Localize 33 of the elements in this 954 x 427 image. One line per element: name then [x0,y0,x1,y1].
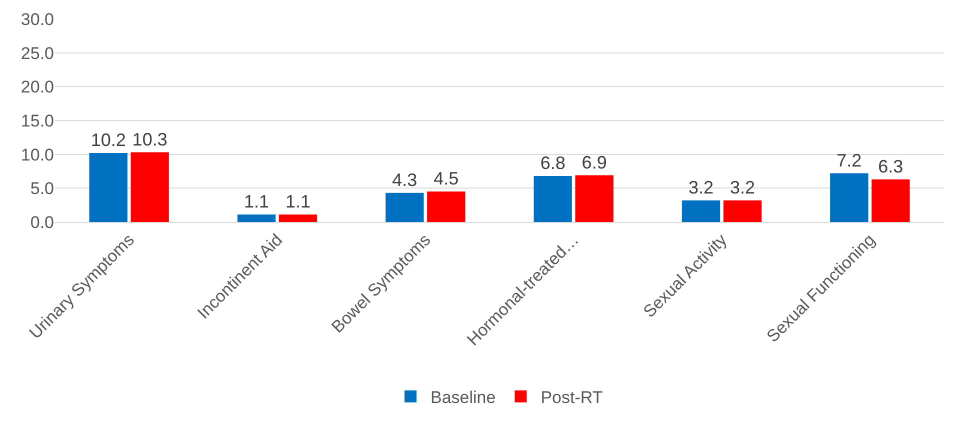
data-label: 4.5 [434,168,459,189]
data-label: 7.2 [836,150,862,170]
y-tick-label: 10.0 [20,145,54,164]
y-tick-label: 0.0 [30,212,54,232]
bar [386,192,424,222]
bar [830,173,868,222]
y-tick-label: 5.0 [30,179,54,198]
data-label: 10.3 [132,129,168,150]
bar [89,152,128,222]
data-label: 10.2 [90,130,126,150]
data-label: 1.1 [244,192,270,212]
bar [130,152,169,222]
data-label: 3.2 [730,177,756,198]
data-label: 3.2 [688,177,714,198]
bar [427,192,466,222]
data-label: 1.1 [285,192,311,212]
data-label: 6.9 [582,152,607,172]
data-label: 4.3 [392,170,418,190]
data-label: 6.3 [878,156,904,176]
legend-label: Baseline [430,388,496,408]
y-tick-label: 15.0 [20,111,54,130]
bar [682,200,720,222]
legend-label: Post-RT [540,388,603,408]
y-tick-label: 30.0 [20,10,54,29]
y-tick-label: 20.0 [20,78,54,97]
data-label: 6.8 [540,152,566,173]
bar [237,214,276,222]
y-tick-label: 25.0 [20,44,54,63]
bar [278,214,318,222]
bar [575,175,614,222]
bar [534,176,572,222]
bar [723,200,762,222]
bar [872,179,910,222]
